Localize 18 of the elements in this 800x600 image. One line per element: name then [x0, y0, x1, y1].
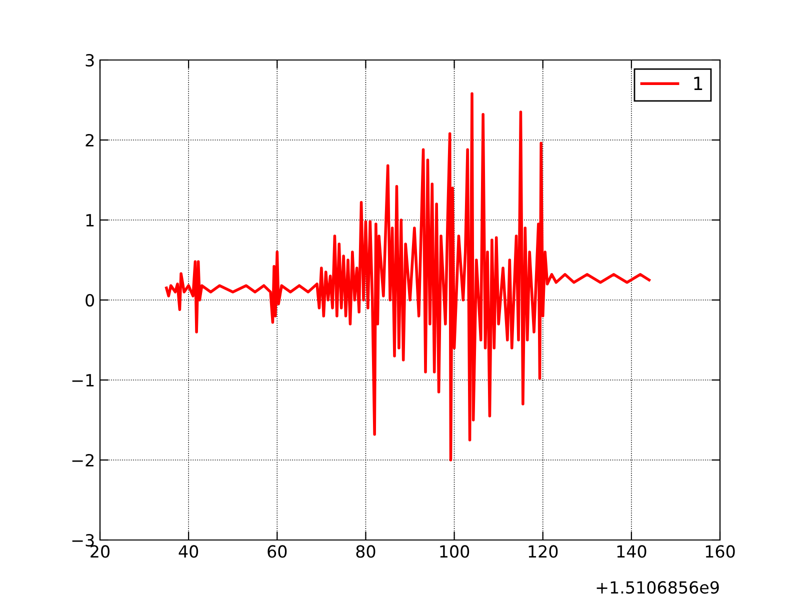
x-tick-label: 40	[178, 545, 198, 558]
line-series	[165, 92, 651, 462]
x-tick-label: 160	[706, 545, 735, 558]
text: +1.5106856e9	[596, 581, 719, 594]
legend-label: 1	[694, 76, 702, 90]
x-tick-label: 60	[268, 545, 287, 558]
x-tick-label: 100	[440, 545, 470, 558]
x-tick-label: 120	[528, 545, 558, 558]
y-tick-label: −1	[72, 374, 94, 386]
y-tick-label: 1	[86, 214, 94, 226]
x-tick-label: 80	[356, 545, 376, 558]
y-tick-label: 2	[86, 134, 94, 146]
x-tick-label: 20	[90, 545, 110, 558]
y-tick-label: −3	[72, 534, 94, 547]
x-tick-label: 140	[617, 545, 646, 558]
y-tick-label: −2	[72, 454, 94, 466]
y-tick-label: 0	[86, 294, 94, 307]
y-tick-label: 3	[86, 54, 94, 67]
